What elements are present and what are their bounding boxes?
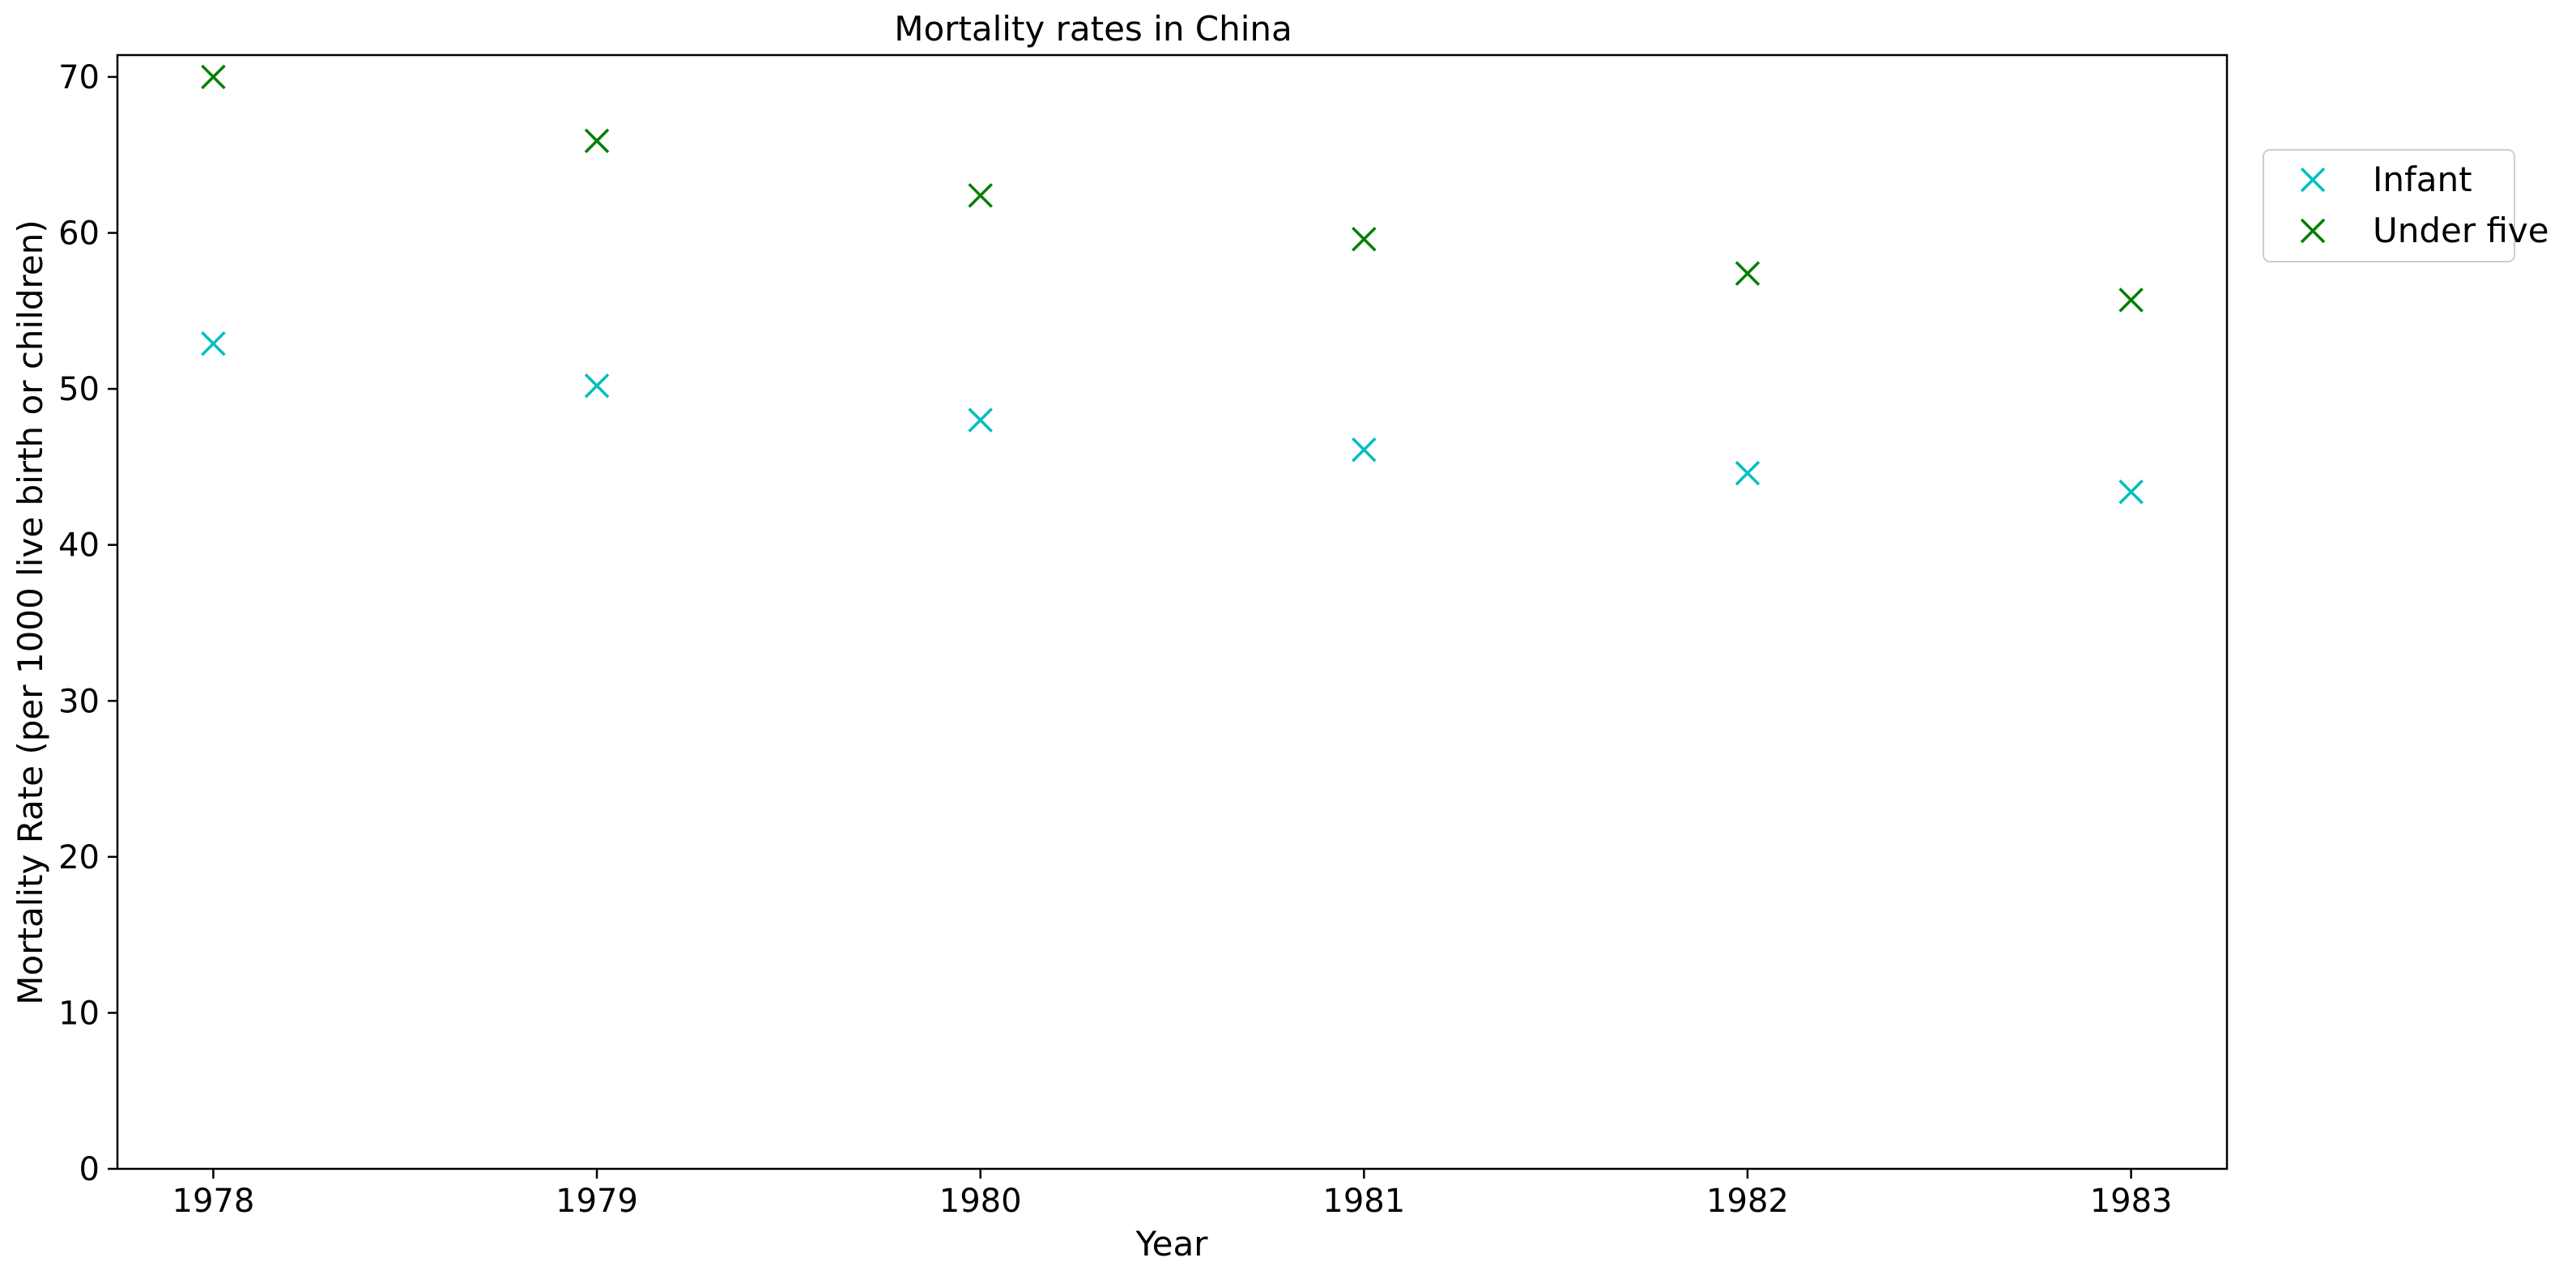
y-tick-label: 60 (58, 215, 100, 253)
data-point (968, 407, 993, 433)
y-tick-label: 10 (58, 995, 100, 1032)
x-axis: 1978 1979 1980 1981 1982 1983 (172, 1169, 2173, 1220)
y-tick-label: 20 (58, 839, 100, 876)
series-infant (201, 331, 2144, 505)
data-point (968, 183, 993, 208)
data-point (1735, 460, 1761, 486)
data-point (2118, 288, 2144, 313)
legend-label: Under five (2373, 211, 2549, 250)
chart-title: Mortality rates in China (894, 9, 1292, 49)
plot-area (116, 53, 2229, 1170)
data-point (201, 64, 226, 90)
y-axis: 0 10 20 30 40 50 60 70 (58, 59, 117, 1188)
legend-box (2263, 149, 2515, 262)
legend-label: Infant (2373, 160, 2472, 199)
y-tick-label: 0 (79, 1151, 100, 1188)
x-axis-label: Year (1135, 1224, 1209, 1264)
legend-marker (2300, 218, 2326, 244)
legend-marker (2300, 167, 2326, 193)
x-tick-label: 1981 (1322, 1183, 1405, 1220)
series-layer (201, 64, 2144, 505)
y-tick-label: 50 (58, 371, 100, 408)
data-point (584, 128, 610, 154)
x-tick-label: 1982 (1706, 1183, 1789, 1220)
y-tick-label: 40 (58, 527, 100, 565)
x-tick-label: 1983 (2090, 1183, 2173, 1220)
data-point (1352, 437, 1377, 463)
data-point (1735, 261, 1761, 286)
x-tick-label: 1980 (939, 1183, 1022, 1220)
data-point (584, 373, 610, 399)
data-point (2118, 479, 2144, 505)
x-tick-label: 1978 (172, 1183, 255, 1220)
y-axis-label: Mortality Rate (per 1000 live birth or c… (11, 220, 50, 1004)
y-tick-label: 70 (58, 59, 100, 96)
series-under-five (201, 64, 2144, 313)
x-tick-label: 1979 (556, 1183, 638, 1220)
y-tick-label: 30 (58, 683, 100, 720)
data-point (1352, 227, 1377, 252)
legend: Infant Under five (2263, 149, 2549, 262)
data-point (201, 331, 226, 356)
